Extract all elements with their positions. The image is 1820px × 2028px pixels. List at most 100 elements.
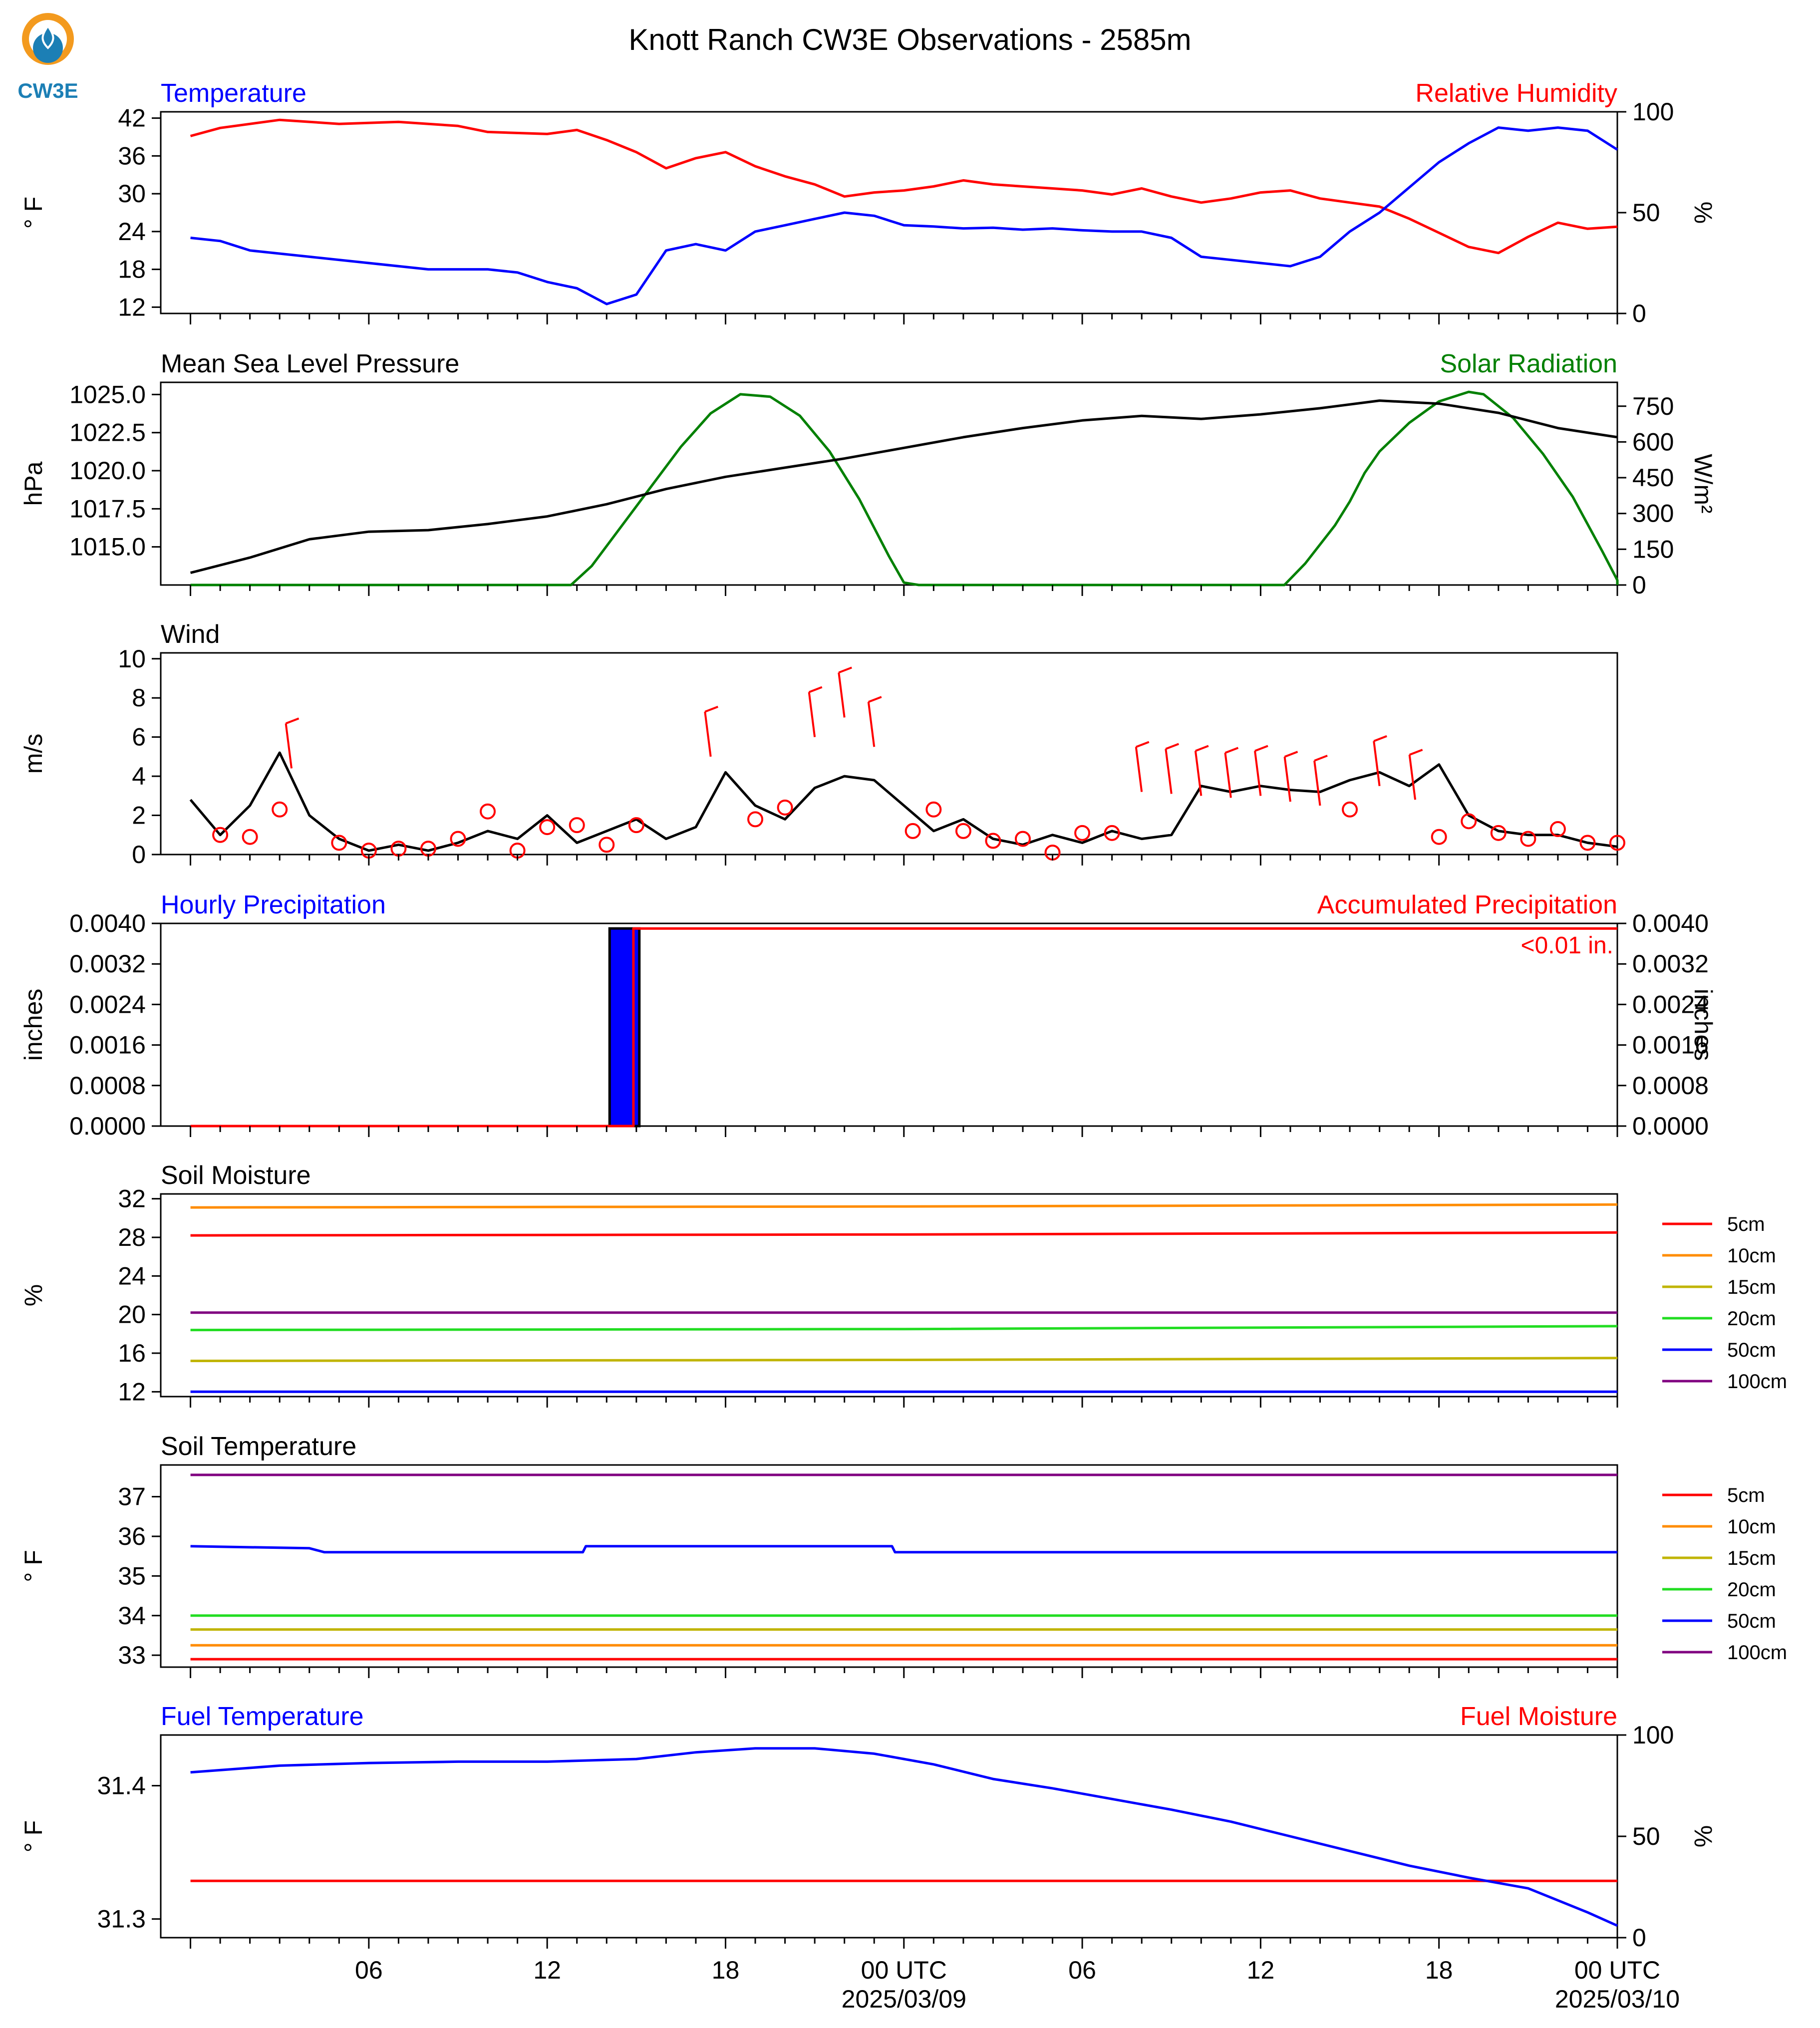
y-tick-label: 450 xyxy=(1632,464,1674,492)
wind-calm-marker xyxy=(747,811,764,828)
wind-calm-marker xyxy=(985,833,1001,849)
y-tick-label: 12 xyxy=(118,1378,146,1406)
wind-calm-marker xyxy=(1014,831,1031,847)
soil-moisture-line-10cm xyxy=(190,1203,1618,1209)
wind-calm-marker xyxy=(450,831,466,847)
legend-label: 50cm xyxy=(1727,1610,1776,1632)
y-tick-label: 42 xyxy=(118,104,146,132)
axis-label-right: inches xyxy=(1689,989,1717,1061)
wind-barb-flag xyxy=(1136,741,1150,748)
wind-calm-marker xyxy=(242,829,258,845)
panel-title-left: Mean Sea Level Pressure xyxy=(161,349,459,378)
axis-label-left: ° F xyxy=(19,1550,47,1582)
wind-calm-marker xyxy=(212,827,229,843)
accumulated-total-label: <0.01 in. xyxy=(1521,932,1613,959)
wind-barb-flag xyxy=(1224,747,1239,754)
y-tick-label: 0 xyxy=(1632,299,1646,327)
x-tick-label: 12 xyxy=(533,1956,561,1984)
plot-frame xyxy=(160,1464,1618,1668)
y-tick-label: 16 xyxy=(118,1339,146,1367)
soil-temperature-panel: Soil Temperature 37 36 35 34 33 ° F 5cm 10cm 15cm… xyxy=(19,1432,1787,1678)
y-tick-label: 0.0008 xyxy=(69,1072,146,1100)
wind-barb xyxy=(704,711,712,757)
wind-barb-flag xyxy=(808,686,823,693)
y-tick-label: 18 xyxy=(118,256,146,284)
wind-barb xyxy=(1283,756,1291,802)
wind-calm-marker xyxy=(955,823,971,839)
x-tick-label: 06 xyxy=(1068,1956,1096,1984)
y-tick-label: 0.0000 xyxy=(1632,1112,1709,1140)
x-tick-label: 00 UTC xyxy=(861,1956,947,1984)
y-tick-label: 24 xyxy=(118,1262,146,1290)
wind-barb-flag xyxy=(1284,751,1298,758)
wind-calm-marker xyxy=(777,799,793,816)
y-tick-label: 0.0024 xyxy=(1632,990,1709,1018)
y-tick-label: 0.0032 xyxy=(1632,950,1709,978)
wind-calm-marker xyxy=(480,803,496,820)
temperature-humidity-panel: Temperature Relative Humidity 42 36 30 24 18 12… xyxy=(19,79,1717,327)
y-tick-label: 37 xyxy=(118,1483,146,1511)
y-tick-label: 12 xyxy=(118,293,146,321)
x-tick-label: 18 xyxy=(712,1956,740,1984)
axis-label-left: ° F xyxy=(19,197,47,229)
panel-title-left: Soil Moisture xyxy=(161,1161,311,1190)
wind-calm-marker xyxy=(569,817,585,834)
wind-calm-marker xyxy=(599,837,615,853)
wind-barb xyxy=(1194,751,1203,796)
y-tick-label: 0.0040 xyxy=(1632,909,1709,937)
plot-frame xyxy=(160,381,1618,586)
y-tick-label: 50 xyxy=(1632,1822,1660,1850)
y-tick-label: 600 xyxy=(1632,428,1674,456)
soil-moisture-panel: Soil Moisture 32 28 24 20 16 12% 5cm 10cm 15cm 20c… xyxy=(19,1161,1787,1408)
y-tick-label: 10 xyxy=(118,645,146,673)
wind-calm-marker xyxy=(1342,801,1358,818)
y-tick-label: 0.0008 xyxy=(1632,1072,1709,1100)
axis-label-right: % xyxy=(1689,1825,1717,1847)
wind-barb xyxy=(1165,749,1173,794)
accumulated-precip-line xyxy=(190,927,1617,1128)
wind-barb-flag xyxy=(868,696,882,703)
wind-barb-flag xyxy=(704,706,718,713)
y-tick-label: 1020.0 xyxy=(69,457,146,485)
wind-barb xyxy=(1253,751,1262,796)
wind-barb xyxy=(1135,747,1143,792)
wind-barb xyxy=(838,672,846,718)
soil-moisture-line-20cm xyxy=(190,1325,1618,1332)
y-tick-label: 0 xyxy=(132,841,146,869)
y-tick-label: 0.0024 xyxy=(69,990,146,1018)
wind-barb xyxy=(1224,753,1232,798)
y-tick-label: 30 xyxy=(118,180,146,208)
soil-temperature-line-50cm xyxy=(190,1545,1617,1554)
y-tick-label: 20 xyxy=(118,1301,146,1329)
y-tick-label: 0.0040 xyxy=(69,909,146,937)
wind-barb-flag xyxy=(838,666,852,674)
y-tick-label: 0 xyxy=(1632,571,1646,599)
wind-barb xyxy=(867,702,876,747)
wind-barb-flag xyxy=(1314,755,1328,762)
panel-title-right: Fuel Moisture xyxy=(1460,1702,1617,1731)
wind-calm-marker xyxy=(1579,835,1596,851)
x-tick-label: 12 xyxy=(1247,1956,1275,1984)
legend-label: 100cm xyxy=(1727,1371,1787,1393)
wind-barb-flag xyxy=(1409,749,1423,756)
y-tick-label: 36 xyxy=(118,1522,146,1550)
y-tick-label: 4 xyxy=(132,762,146,790)
soil-moisture-line-5cm xyxy=(190,1231,1618,1237)
wind-calm-marker xyxy=(1609,835,1625,851)
plot-frame xyxy=(160,1193,1618,1398)
y-tick-label: 32 xyxy=(118,1185,146,1213)
fuel-panel: Fuel Temperature Fuel Moisture 31.4 31.3 100… xyxy=(19,1702,1717,2013)
legend-label: 10cm xyxy=(1727,1516,1776,1538)
y-tick-label: 0 xyxy=(1632,1924,1646,1952)
panel-title-left: Hourly Precipitation xyxy=(161,890,386,919)
legend-label: 10cm xyxy=(1727,1245,1776,1267)
panel-title-right: Accumulated Precipitation xyxy=(1317,890,1617,919)
y-tick-label: 33 xyxy=(118,1641,146,1669)
wind-calm-marker xyxy=(1490,825,1507,841)
y-tick-label: 0.0016 xyxy=(1632,1031,1709,1059)
wind-barb-flag xyxy=(1195,745,1209,752)
x-date-label: 2025/03/10 xyxy=(1555,1985,1680,2013)
y-tick-label: 750 xyxy=(1632,392,1674,420)
cw3e-logo: CW3E xyxy=(17,13,78,102)
wind-calm-marker xyxy=(1549,821,1566,838)
